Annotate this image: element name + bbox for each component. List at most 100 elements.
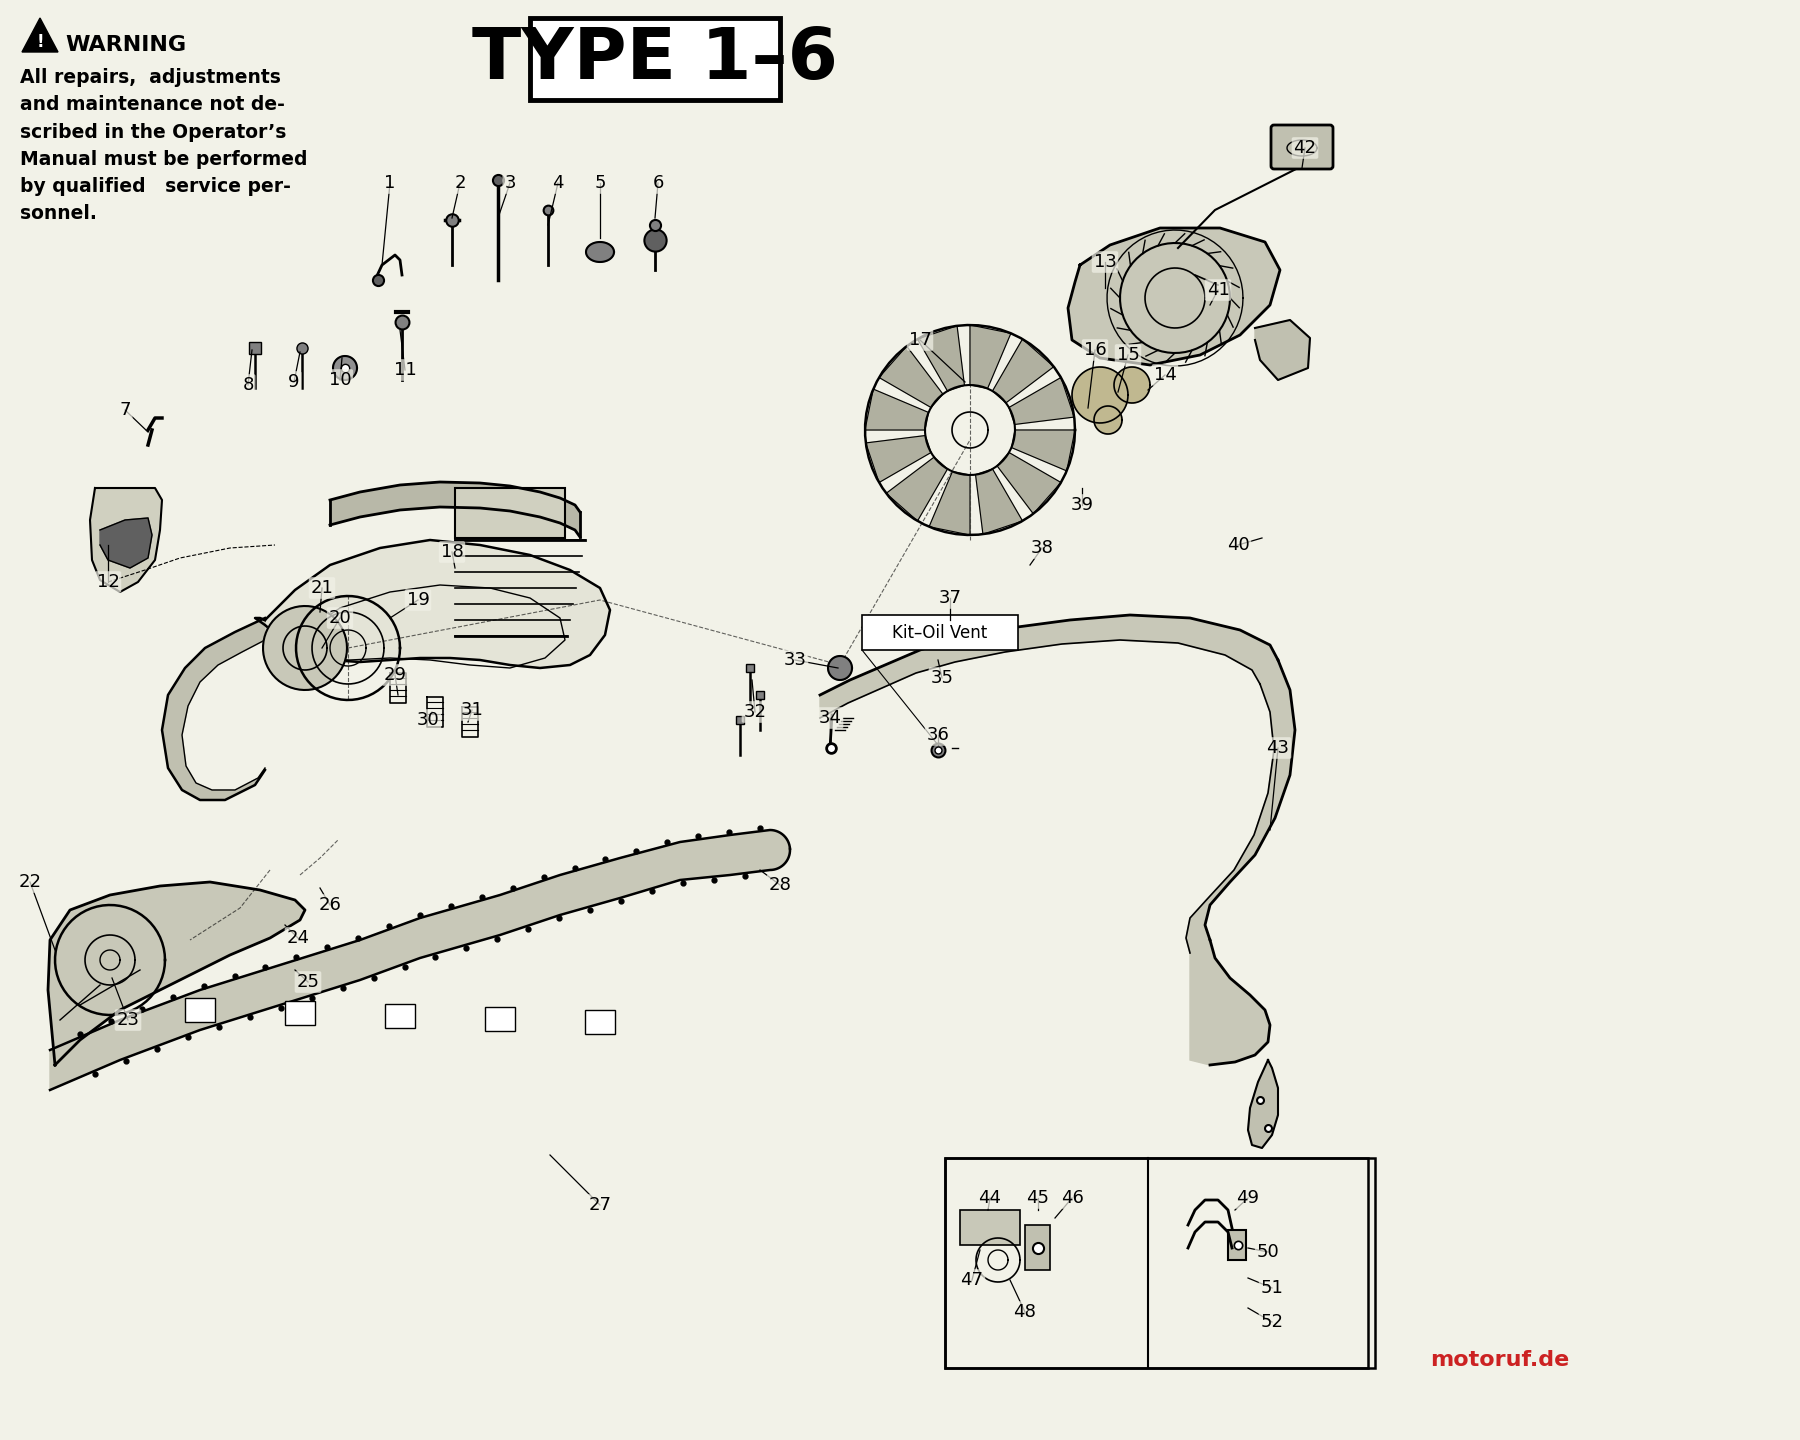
Polygon shape: [22, 17, 58, 52]
Text: 40: 40: [1226, 536, 1249, 554]
Text: TYPE 1–6: TYPE 1–6: [472, 24, 839, 94]
Polygon shape: [1190, 940, 1271, 1066]
Text: 29: 29: [383, 665, 407, 684]
Bar: [529, 17, 779, 99]
Polygon shape: [886, 456, 947, 521]
Polygon shape: [49, 881, 304, 1066]
Bar: [862, 615, 1019, 649]
Text: 24: 24: [286, 929, 310, 948]
Text: 46: 46: [1060, 1189, 1084, 1207]
Polygon shape: [821, 615, 1278, 719]
Polygon shape: [878, 346, 943, 408]
Text: All repairs,  adjustments
and maintenance not de-
scribed in the Operator’s
Manu: All repairs, adjustments and maintenance…: [20, 68, 308, 223]
Bar: [185, 998, 214, 1022]
Text: 1: 1: [385, 174, 396, 192]
Text: 5: 5: [594, 174, 607, 192]
Text: 12: 12: [97, 573, 119, 590]
Polygon shape: [918, 325, 965, 392]
Text: 13: 13: [1094, 253, 1116, 271]
Text: 43: 43: [1267, 739, 1289, 757]
Text: 17: 17: [909, 331, 931, 348]
Polygon shape: [970, 325, 1012, 389]
Polygon shape: [263, 606, 347, 690]
Text: 23: 23: [117, 1011, 140, 1030]
Polygon shape: [1012, 431, 1075, 471]
Polygon shape: [587, 242, 614, 262]
Text: 14: 14: [1154, 366, 1177, 384]
Text: 3: 3: [504, 174, 517, 192]
Text: 10: 10: [329, 372, 351, 389]
Polygon shape: [828, 657, 851, 680]
Text: 44: 44: [979, 1189, 1001, 1207]
Text: 26: 26: [319, 896, 342, 914]
Polygon shape: [997, 452, 1060, 514]
Polygon shape: [101, 518, 151, 567]
Text: 18: 18: [441, 543, 463, 562]
Text: 47: 47: [961, 1272, 983, 1289]
Polygon shape: [1010, 377, 1075, 425]
Bar: [385, 1004, 416, 1028]
Polygon shape: [1255, 320, 1310, 380]
Text: 37: 37: [938, 589, 961, 608]
Text: WARNING: WARNING: [65, 35, 185, 55]
Text: 38: 38: [1031, 539, 1053, 557]
Polygon shape: [1114, 367, 1150, 403]
Text: 8: 8: [243, 376, 254, 395]
Text: 32: 32: [743, 703, 767, 721]
Text: 28: 28: [769, 876, 792, 894]
Polygon shape: [866, 435, 931, 482]
Polygon shape: [992, 338, 1053, 403]
Text: 11: 11: [394, 361, 416, 379]
Text: !: !: [36, 33, 43, 50]
Text: 36: 36: [927, 726, 949, 744]
Text: 39: 39: [1071, 495, 1094, 514]
Polygon shape: [976, 469, 1022, 534]
Text: 48: 48: [1013, 1303, 1037, 1320]
Text: 34: 34: [819, 708, 842, 727]
Text: 35: 35: [931, 670, 954, 687]
Text: 51: 51: [1260, 1279, 1283, 1297]
Polygon shape: [1186, 660, 1294, 953]
Text: 45: 45: [1026, 1189, 1049, 1207]
Text: 41: 41: [1206, 281, 1229, 300]
Bar: [455, 488, 565, 539]
Text: 50: 50: [1256, 1243, 1280, 1261]
Bar: [945, 1158, 1368, 1368]
Bar: [1024, 1225, 1049, 1270]
Polygon shape: [50, 829, 790, 1090]
Text: 52: 52: [1260, 1313, 1283, 1331]
Bar: [945, 1158, 1375, 1368]
Text: 15: 15: [1116, 346, 1139, 364]
Text: 49: 49: [1237, 1189, 1260, 1207]
Text: 27: 27: [589, 1197, 612, 1214]
Text: Kit–Oil Vent: Kit–Oil Vent: [893, 624, 988, 641]
Text: 33: 33: [783, 651, 806, 670]
Text: motoruf.de: motoruf.de: [1429, 1351, 1570, 1369]
Text: 6: 6: [652, 174, 664, 192]
Bar: [484, 1007, 515, 1031]
Text: 4: 4: [553, 174, 563, 192]
Bar: [284, 1001, 315, 1025]
Polygon shape: [329, 482, 580, 537]
Polygon shape: [162, 618, 265, 801]
Polygon shape: [929, 471, 970, 536]
Polygon shape: [1073, 367, 1129, 423]
Polygon shape: [333, 356, 356, 380]
Polygon shape: [90, 488, 162, 592]
Text: 25: 25: [297, 973, 320, 991]
Polygon shape: [1094, 406, 1121, 433]
Bar: [585, 1009, 616, 1034]
Polygon shape: [1067, 228, 1280, 364]
Bar: [1228, 1230, 1246, 1260]
Text: 19: 19: [407, 590, 430, 609]
Text: 16: 16: [1084, 341, 1107, 359]
Text: 2: 2: [454, 174, 466, 192]
FancyBboxPatch shape: [1271, 125, 1334, 168]
Polygon shape: [256, 540, 610, 668]
Text: 7: 7: [119, 400, 131, 419]
Text: 42: 42: [1294, 140, 1316, 157]
Text: 30: 30: [416, 711, 439, 729]
Text: 22: 22: [18, 873, 41, 891]
Text: 9: 9: [288, 373, 301, 392]
Polygon shape: [1247, 1060, 1278, 1148]
